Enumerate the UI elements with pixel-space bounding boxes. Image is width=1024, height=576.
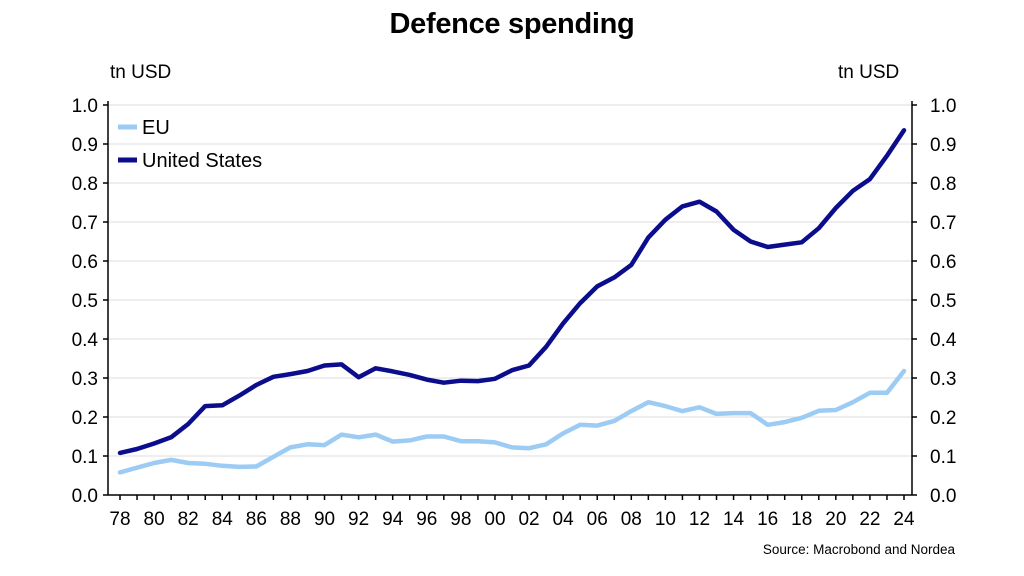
y-tick-label-right: 0.2 — [930, 408, 956, 429]
y-axis-label-left: tn USD — [110, 62, 172, 83]
x-tick-label: 12 — [689, 509, 710, 530]
x-tick-label: 02 — [518, 509, 539, 530]
y-tick-label-left: 0.0 — [72, 486, 98, 507]
y-tick-label-left: 0.8 — [72, 174, 98, 195]
x-tick-label: 84 — [212, 509, 234, 530]
y-tick-label-left: 0.9 — [72, 135, 98, 156]
y-tick-label-left: 0.5 — [72, 291, 98, 312]
x-tick-label: 06 — [587, 509, 608, 530]
x-tick-label: 92 — [348, 509, 369, 530]
x-tick-label: 90 — [314, 509, 335, 530]
y-tick-label-right: 0.5 — [930, 291, 956, 312]
y-tick-label-right: 0.3 — [930, 369, 956, 390]
y-tick-label-left: 0.7 — [72, 213, 98, 234]
series-line-eu — [117, 368, 907, 475]
x-tick-label: 20 — [825, 509, 846, 530]
y-tick-label-left: 0.4 — [72, 330, 99, 351]
x-tick-label: 80 — [144, 509, 165, 530]
source-note: Source: Macrobond and Nordea — [762, 542, 955, 557]
x-tick-label: 16 — [757, 509, 778, 530]
x-tick-label: 88 — [280, 509, 301, 530]
legend-label: United States — [142, 150, 262, 172]
chart-title: Defence spending — [389, 8, 635, 40]
x-tick-label: 98 — [450, 509, 471, 530]
y-tick-label-left: 0.1 — [72, 447, 98, 468]
x-tick-label: 14 — [723, 509, 745, 530]
y-axis-label-right: tn USD — [838, 62, 900, 83]
x-tick-label: 04 — [553, 509, 575, 530]
y-tick-label-right: 0.7 — [930, 213, 956, 234]
y-tick-label-left: 0.2 — [72, 408, 98, 429]
legend-label: EU — [142, 117, 170, 139]
y-tick-label-right: 0.4 — [930, 330, 957, 351]
x-tick-label: 18 — [791, 509, 812, 530]
x-tick-label: 10 — [655, 509, 676, 530]
x-tick-label: 86 — [246, 509, 267, 530]
series-line-united-states — [117, 128, 907, 456]
x-tick-label: 82 — [178, 509, 199, 530]
x-tick-label: 00 — [484, 509, 505, 530]
x-tick-label: 08 — [621, 509, 642, 530]
y-tick-label-left: 1.0 — [72, 96, 98, 117]
x-tick-label: 24 — [893, 509, 915, 530]
y-tick-label-right: 0.9 — [930, 135, 956, 156]
y-tick-label-right: 0.6 — [930, 252, 956, 273]
x-tick-label: 94 — [382, 509, 404, 530]
y-tick-label-right: 0.1 — [930, 447, 956, 468]
x-tick-label: 96 — [416, 509, 437, 530]
y-tick-label-right: 0.8 — [930, 174, 956, 195]
x-tick-label: 22 — [859, 509, 880, 530]
x-tick-label: 78 — [109, 509, 130, 530]
y-tick-label-right: 1.0 — [930, 96, 956, 117]
y-tick-label-right: 0.0 — [930, 486, 956, 507]
y-tick-label-left: 0.6 — [72, 252, 98, 273]
y-tick-label-left: 0.3 — [72, 369, 98, 390]
